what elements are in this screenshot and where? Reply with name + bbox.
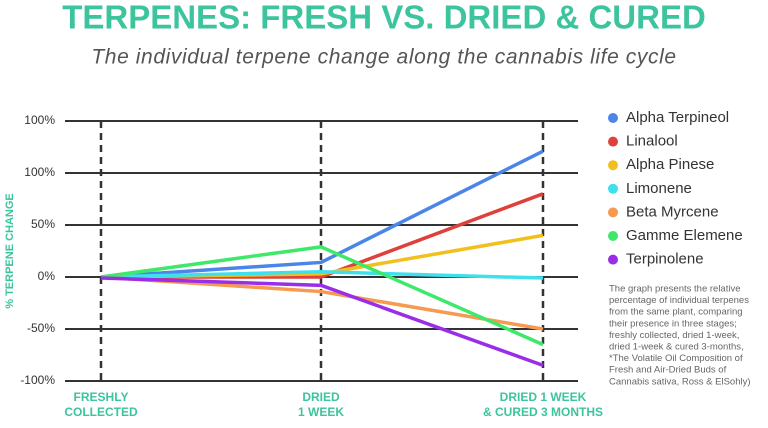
note-text: Fresh and Air-Dried Buds of	[609, 365, 727, 376]
y-tick-label: 0%	[38, 269, 56, 283]
y-axis-label: % TERPENE CHANGE	[4, 193, 16, 309]
series-line	[100, 276, 544, 368]
legend-swatch	[608, 136, 618, 147]
legend-swatch	[608, 231, 618, 241]
legend-label: Linalool	[626, 133, 678, 150]
x-tick-label: DRIED 1 WEEK	[500, 390, 587, 404]
series-line	[100, 149, 544, 279]
x-tick-label: COLLECTED	[64, 405, 138, 419]
note-text: The graph presents the relative	[609, 284, 741, 295]
legend-swatch	[608, 160, 618, 171]
note-text: Cannabis sativa, Ross & ElSohly)	[609, 376, 751, 387]
series-line	[100, 245, 544, 347]
note-text: freshly collected, dried 1-week,	[609, 330, 739, 341]
legend-label: Alpha Pinese	[626, 156, 714, 173]
chart-subtitle: The individual terpene change along the …	[91, 46, 676, 69]
legend-label: Beta Myrcene	[626, 203, 719, 220]
series-line	[100, 270, 544, 280]
legend-swatch	[608, 183, 618, 194]
note-text: from the same plant, comparing	[609, 307, 743, 318]
x-tick-label: DRIED	[302, 390, 340, 404]
legend-label: Terpinolene	[626, 251, 704, 268]
legend-swatch	[608, 254, 618, 265]
y-tick-label: 100%	[24, 113, 55, 127]
y-tick-label: 100%	[24, 165, 55, 179]
legend-label: Gamme Elemene	[626, 227, 743, 244]
legend-swatch	[608, 207, 618, 218]
x-tick-label: FRESHLY	[74, 390, 129, 404]
legend-swatch	[608, 113, 618, 123]
note-text: their presence in three stages;	[609, 318, 737, 329]
note-text: *The Volatile Oil Composition of	[609, 353, 743, 364]
y-tick-label: -100%	[20, 373, 55, 387]
note-text: dried 1-week & cured 3-months,	[609, 342, 744, 353]
y-tick-label: 50%	[31, 217, 55, 231]
note-text: percentage of individual terpenes	[609, 295, 749, 306]
x-tick-label: & CURED 3 MONTHS	[483, 405, 603, 419]
legend-label: Alpha Terpineol	[626, 109, 729, 126]
chart-title: TERPENES: FRESH VS. DRIED & CURED	[62, 0, 706, 36]
legend-label: Limonene	[626, 180, 692, 197]
y-tick-label: -50%	[27, 321, 55, 335]
x-tick-label: 1 WEEK	[298, 405, 344, 419]
